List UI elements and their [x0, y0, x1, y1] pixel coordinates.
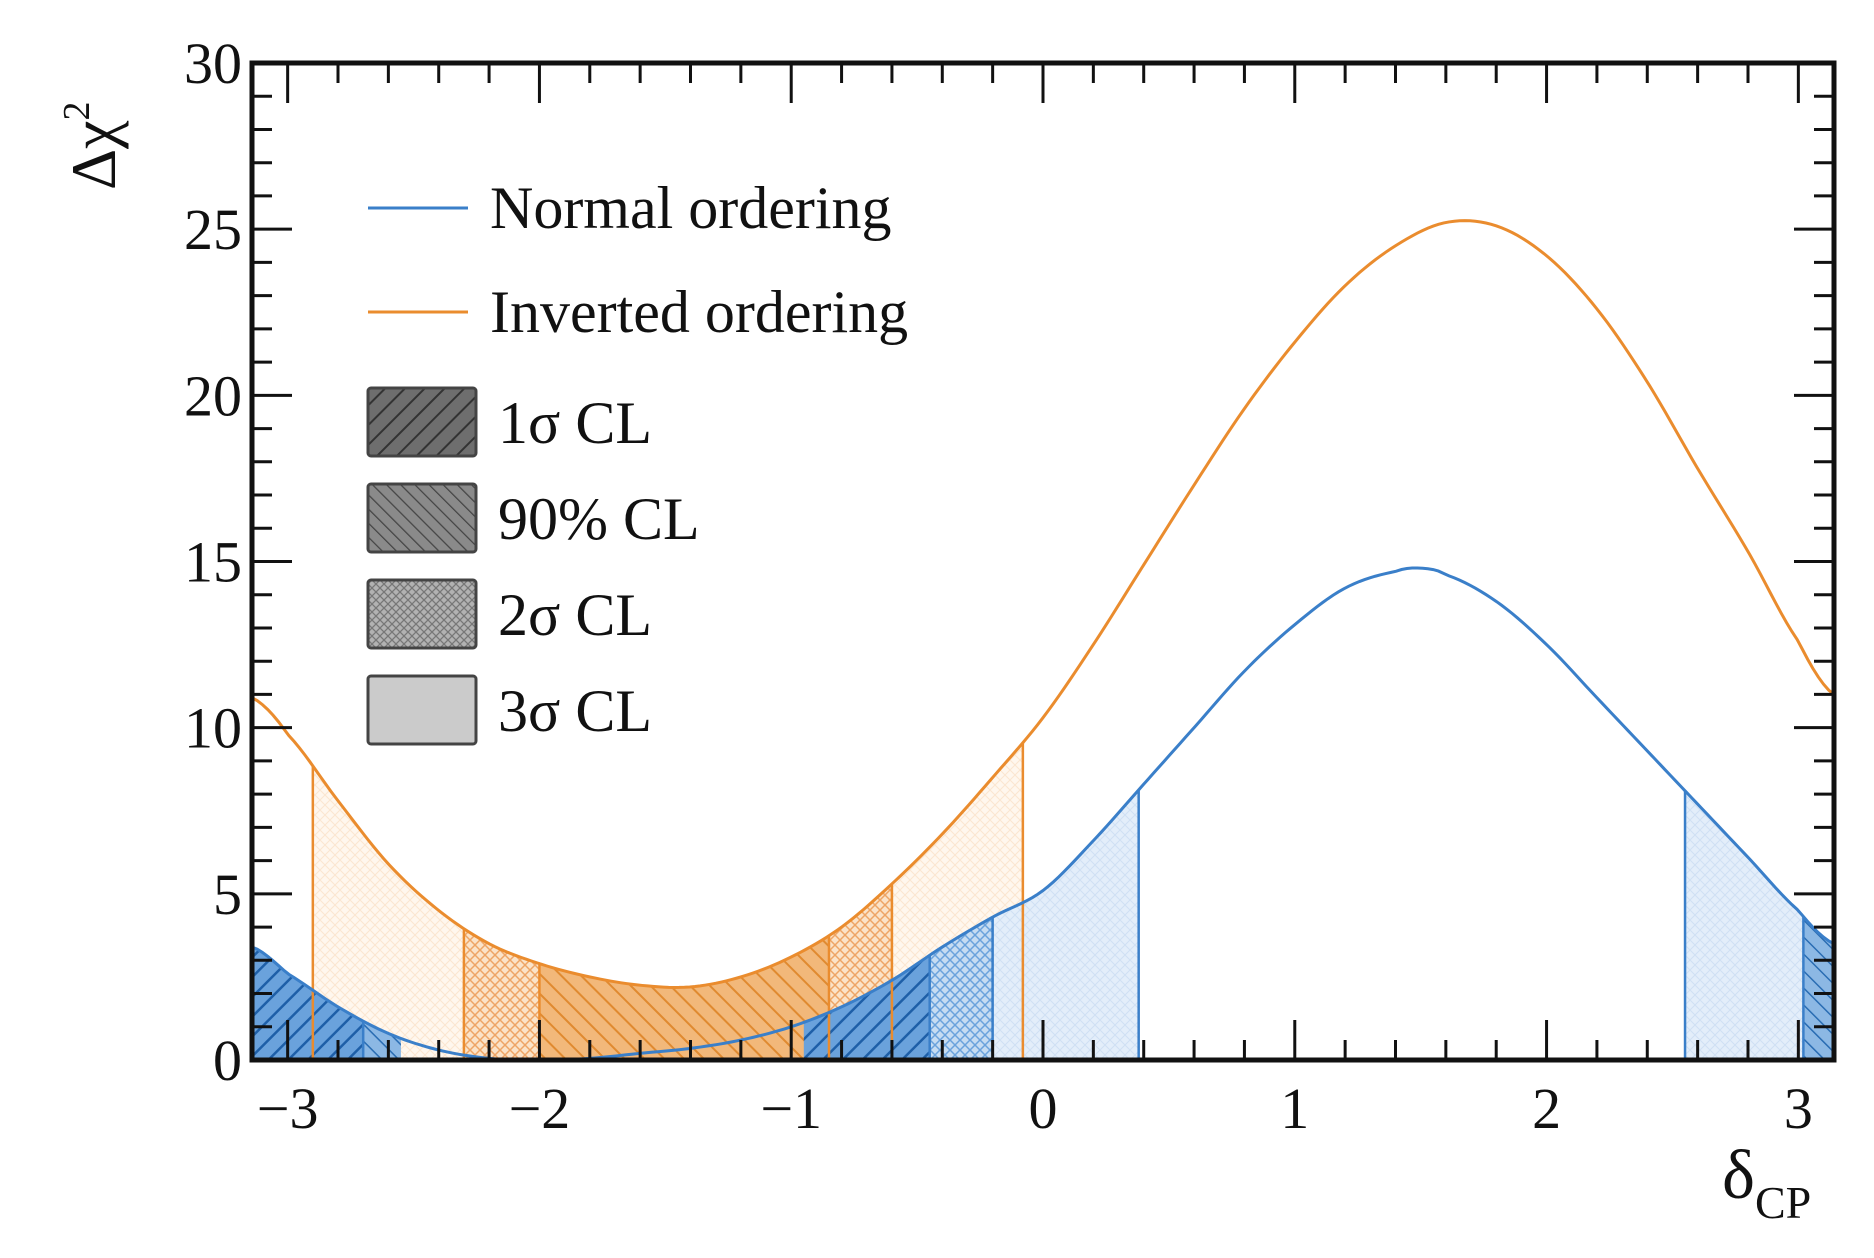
y-tick-label: 10	[184, 696, 242, 761]
region-normal-90pct-0	[363, 1021, 401, 1060]
y-tick-label: 15	[184, 530, 242, 595]
region-normal-3sigma-0	[992, 789, 1139, 1060]
x-axis-title: δCP	[1722, 1137, 1811, 1228]
y-tick-label: 20	[184, 363, 242, 428]
axes	[249, 60, 1837, 1063]
legend-label-normal: Normal ordering	[490, 175, 892, 241]
x-tick-label: −1	[760, 1076, 822, 1141]
legend-label-cl-2: 2σ CL	[498, 582, 652, 648]
y-tick-label: 0	[213, 1028, 242, 1093]
legend-label-cl-3: 3σ CL	[498, 678, 652, 744]
x-tick-label: 2	[1532, 1076, 1561, 1141]
region-normal-3sigma-1	[1685, 790, 1804, 1060]
confidence-regions	[252, 742, 1834, 1060]
region-normal-1sigma-0	[252, 947, 364, 1060]
region-inverted-3sigma-0	[312, 765, 464, 1060]
y-tick-label: 25	[184, 197, 242, 262]
legend-label-cl-0: 1σ CL	[498, 390, 652, 456]
y-axis-title: Δχ2	[56, 101, 129, 190]
legend-swatch-cl-2	[366, 578, 478, 650]
series-line-inverted	[252, 219, 1834, 989]
legend-label-cl-1: 90% CL	[498, 486, 700, 552]
x-tick-label: −2	[509, 1076, 571, 1141]
legend-label-inverted: Inverted ordering	[490, 279, 908, 345]
legend-swatch-cl-3	[366, 674, 478, 746]
region-inverted-2sigma-0	[463, 928, 540, 1060]
y-tick-label: 5	[213, 862, 242, 927]
x-tick-label: 1	[1280, 1076, 1309, 1141]
region-normal-edge-0	[1803, 916, 1834, 1060]
region-normal-2sigma-0	[929, 917, 993, 1060]
legend-swatch-cl-1	[366, 482, 478, 554]
region-inverted-1sigma-0	[539, 935, 829, 1060]
x-tick-label: 0	[1029, 1076, 1058, 1141]
region-normal-1sigma-1	[803, 955, 930, 1060]
legend-swatch-cl-0	[366, 386, 478, 458]
y-tick-label: 30	[184, 31, 242, 96]
x-tick-label: −3	[257, 1076, 319, 1141]
legend: Normal ordering Inverted ordering 1σ CL 90%…	[366, 175, 908, 746]
x-tick-label: 3	[1784, 1076, 1813, 1141]
